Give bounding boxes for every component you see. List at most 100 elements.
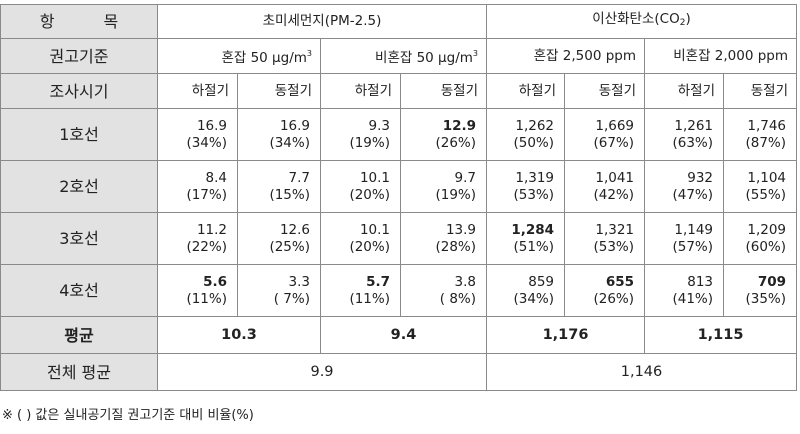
data-cell: 11.2 (22%)	[157, 212, 238, 265]
cell-value: 16.9	[196, 117, 227, 134]
data-cell: 3.3( 7%)	[237, 264, 321, 317]
period-cell: 동절기	[237, 73, 321, 109]
cell-value: 655	[605, 273, 635, 290]
data-cell: 5.6 (11%)	[157, 264, 238, 317]
cell-value: 1,284	[511, 221, 555, 238]
co2-noncrowd-standard: 비혼잡 2,000 ppm	[644, 38, 798, 74]
data-cell: 1,261 (63%)	[644, 108, 725, 161]
data-cell: 13.9 (28%)	[399, 212, 488, 265]
data-cell: 1,746 (87%)	[723, 108, 798, 161]
data-cell: 3.8( 8%)	[399, 264, 488, 317]
table-row: 3호선 11.2 (22%) 12.6 (25%) 10.1 (20%) 13.9 (28%) 1…	[0, 212, 798, 265]
cell-value: 3.8	[454, 273, 477, 290]
cell-ratio: (67%)	[593, 134, 635, 151]
average-value: 10.3	[157, 316, 321, 354]
pm-crowd-standard: 혼잡 50 μg/m3	[157, 38, 321, 74]
cell-ratio: ( 8%)	[439, 290, 477, 307]
cell-ratio: (34%)	[513, 290, 555, 307]
cell-ratio: (34%)	[269, 134, 310, 151]
co2-crowd-standard: 혼잡 2,500 ppm	[486, 38, 646, 74]
cell-value: 5.7	[366, 273, 390, 290]
cell-ratio: (17%)	[186, 186, 227, 203]
cell-ratio: (11%)	[186, 290, 227, 307]
data-cell: 655 (26%)	[564, 264, 646, 317]
data-cell: 12.9 (26%)	[399, 108, 488, 161]
cell-value: 5.6	[203, 273, 227, 290]
data-cell: 5.7 (11%)	[320, 264, 401, 317]
data-cell: 1,104 (55%)	[723, 160, 798, 213]
cell-value: 13.9	[445, 221, 477, 238]
data-cell: 7.7 (15%)	[237, 160, 321, 213]
cell-value: 1,261	[674, 117, 714, 134]
total-average-value: 9.9	[156, 353, 488, 391]
cell-ratio: (35%)	[745, 290, 787, 307]
cell-value: 709	[757, 273, 787, 290]
line-label: 1호선	[0, 108, 158, 161]
cell-value: 932	[687, 169, 714, 186]
cell-value: 1,104	[747, 169, 787, 186]
data-cell: 10.1 (20%)	[320, 212, 401, 265]
cell-ratio: (20%)	[349, 186, 390, 203]
cell-value: 9.3	[368, 117, 390, 134]
cell-value: 12.6	[279, 221, 310, 238]
period-cell: 하절기	[644, 73, 725, 109]
cell-value: 1,262	[515, 117, 555, 134]
pm-noncrowd-standard: 비혼잡 50 μg/m3	[319, 38, 488, 74]
cell-ratio: (26%)	[593, 290, 635, 307]
cell-ratio: (41%)	[672, 290, 714, 307]
cell-ratio: (26%)	[435, 134, 477, 151]
cell-ratio: (57%)	[672, 238, 714, 255]
period-cell: 하절기	[486, 73, 566, 109]
pm25-header: 초미세먼지(PM-2.5)	[156, 4, 488, 39]
data-cell: 1,041 (42%)	[564, 160, 646, 213]
co2-header: 이산화탄소(CO2)	[486, 4, 798, 39]
data-cell: 9.3 (19%)	[320, 108, 401, 161]
average-label: 평균	[0, 316, 158, 354]
data-cell: 1,319 (53%)	[486, 160, 566, 213]
period-cell: 동절기	[564, 73, 646, 109]
cell-ratio: (63%)	[672, 134, 714, 151]
cell-value: 8.4	[205, 169, 227, 186]
cell-ratio: (25%)	[269, 238, 310, 255]
data-cell: 1,209 (60%)	[723, 212, 798, 265]
average-value: 1,115	[644, 316, 798, 354]
cell-value: 1,746	[747, 117, 787, 134]
cell-ratio: (51%)	[513, 238, 555, 255]
cell-value: 859	[528, 273, 555, 290]
average-value: 1,176	[486, 316, 646, 354]
cell-ratio: (20%)	[349, 238, 390, 255]
data-cell: 12.6 (25%)	[237, 212, 321, 265]
data-cell: 932 (47%)	[644, 160, 725, 213]
data-cell: 859 (34%)	[486, 264, 566, 317]
cell-ratio: (87%)	[745, 134, 787, 151]
air-quality-table: 항 목 초미세먼지(PM-2.5) 이산화탄소(CO2) 권고기준 혼잡 50 …	[0, 4, 798, 391]
data-cell: 1,669 (67%)	[564, 108, 646, 161]
cell-ratio: (19%)	[435, 186, 477, 203]
cell-ratio: (50%)	[513, 134, 555, 151]
cell-ratio: (15%)	[269, 186, 310, 203]
cell-value: 16.9	[279, 117, 310, 134]
cell-value: 1,209	[747, 221, 787, 238]
table-row: 4호선 5.6 (11%) 3.3( 7%) 5.7 (11%) 3.8( 8%) 859 (3…	[0, 264, 798, 317]
cell-ratio: (19%)	[349, 134, 390, 151]
average-row: 평균 10.3 9.4 1,176 1,115	[0, 316, 798, 354]
header-row-period: 조사시기 하절기 동절기 하절기 동절기 하절기 동절기 하절기 동절기	[0, 73, 798, 109]
cell-ratio: (53%)	[513, 186, 555, 203]
period-label: 조사시기	[0, 73, 158, 109]
data-cell: 1,321 (53%)	[564, 212, 646, 265]
cell-value: 1,041	[595, 169, 635, 186]
cell-ratio: (55%)	[745, 186, 787, 203]
cell-ratio: (34%)	[186, 134, 227, 151]
cell-ratio: (22%)	[186, 238, 227, 255]
line-label: 2호선	[0, 160, 158, 213]
cell-value: 11.2	[196, 221, 227, 238]
cell-value: 7.7	[288, 169, 310, 186]
footnote: ※ ( ) 값은 실내공기질 권고기준 대비 비율(%)	[2, 408, 254, 423]
data-cell: 1,284 (51%)	[486, 212, 566, 265]
header-row-item: 항 목 초미세먼지(PM-2.5) 이산화탄소(CO2)	[0, 4, 798, 39]
data-cell: 709 (35%)	[723, 264, 798, 317]
period-cell: 하절기	[320, 73, 401, 109]
cell-value: 10.1	[359, 169, 390, 186]
cell-ratio: (42%)	[593, 186, 635, 203]
